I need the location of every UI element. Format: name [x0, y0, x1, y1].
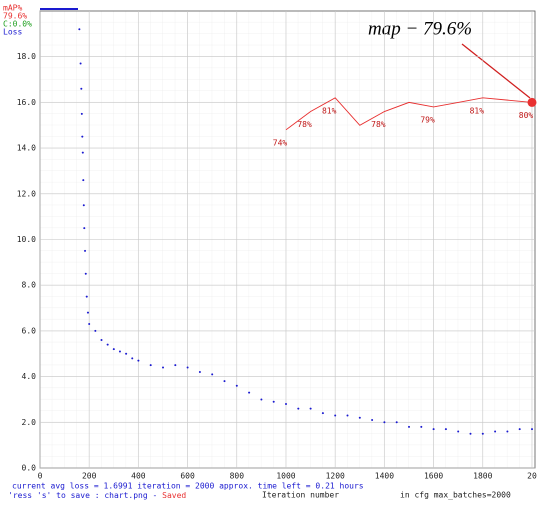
- x-tick-label: 1800: [473, 472, 492, 481]
- legend-loss: Loss: [3, 28, 22, 37]
- y-tick-label: 18.0: [17, 52, 36, 61]
- map-label: 81%: [322, 106, 337, 115]
- loss-point: [198, 371, 201, 374]
- x-tick-label: 0: [38, 472, 43, 481]
- x-tick-label: 1200: [326, 472, 345, 481]
- save-hint: 'ress 's' to save : chart.png - Saved: [8, 491, 186, 500]
- y-tick-label: 8.0: [22, 281, 37, 290]
- save-hint-text: 'ress 's' to save : chart.png -: [8, 491, 162, 500]
- x-tick-label: 1600: [424, 472, 443, 481]
- map-final-point: [527, 97, 537, 107]
- y-tick-label: 10.0: [17, 235, 36, 244]
- loss-point: [94, 329, 97, 332]
- annotation: map − 79.6%: [368, 18, 472, 39]
- loss-point: [82, 179, 85, 182]
- saved: Saved: [162, 491, 186, 500]
- loss-point: [86, 311, 89, 314]
- x-tick-label: 1000: [276, 472, 295, 481]
- map-label: 81%: [470, 106, 485, 115]
- loss-point: [420, 425, 423, 428]
- legend-map-value: 79.6%: [3, 12, 27, 21]
- annotation-arrow: [461, 43, 531, 99]
- map-label: 80%: [519, 111, 534, 120]
- status-line: current avg loss = 1.6991 iteration = 20…: [12, 482, 364, 491]
- loss-point: [174, 364, 177, 367]
- loss-point: [506, 430, 509, 433]
- loss-point: [118, 350, 121, 353]
- x-tick-label: 400: [131, 472, 146, 481]
- x-tick-label: 800: [230, 472, 245, 481]
- y-tick-label: 12.0: [17, 189, 36, 198]
- loss-point: [125, 352, 128, 355]
- loss-point: [518, 428, 521, 431]
- loss-point: [131, 357, 134, 360]
- loss-point: [469, 432, 472, 435]
- y-tick-label: 4.0: [22, 372, 37, 381]
- x-tick-label: 20: [527, 472, 537, 481]
- loss-point: [80, 87, 83, 90]
- y-tick-label: 14.0: [17, 144, 36, 153]
- x-axis-label: Iteration number: [262, 491, 339, 500]
- loss-point: [235, 384, 238, 387]
- max-batches: in cfg max_batches=2000: [400, 491, 511, 500]
- legend-c: C:0.0%: [3, 20, 32, 29]
- loss-point: [137, 359, 140, 362]
- loss-point: [186, 366, 189, 369]
- loss-point: [408, 425, 410, 428]
- y-tick-label: 16.0: [17, 98, 36, 107]
- legend-map: mAP%: [3, 4, 22, 13]
- map-label: 78%: [371, 120, 386, 129]
- loss-point: [321, 412, 324, 415]
- loss-point: [531, 428, 533, 431]
- loss-point: [371, 419, 374, 422]
- map-line: [285, 97, 533, 131]
- loss-point: [358, 416, 361, 419]
- map-label: 74%: [273, 138, 288, 147]
- loss-point: [223, 380, 226, 383]
- loss-point: [432, 428, 435, 431]
- loss-point: [260, 398, 263, 401]
- loss-point: [85, 295, 88, 298]
- loss-point: [81, 135, 84, 138]
- loss-point: [334, 414, 337, 417]
- loss-point: [88, 323, 91, 326]
- loss-point: [83, 227, 86, 230]
- map-label: 79%: [420, 115, 435, 124]
- y-tick-label: 0.0: [22, 464, 37, 473]
- loss-point: [383, 421, 386, 424]
- loss-point: [211, 373, 214, 376]
- map-label: 78%: [297, 120, 312, 129]
- x-tick-label: 1400: [375, 472, 394, 481]
- loss-point: [80, 112, 83, 115]
- loss-point: [149, 364, 152, 367]
- y-tick-label: 6.0: [22, 326, 37, 335]
- loss-point: [481, 432, 484, 435]
- loss-point: [106, 343, 109, 346]
- loss-point: [494, 430, 497, 433]
- x-tick-label: 600: [180, 472, 195, 481]
- loss-point: [395, 421, 398, 424]
- loss-point: [78, 28, 81, 31]
- loss-point: [112, 348, 115, 351]
- loss-point: [457, 430, 460, 433]
- x-tick-label: 200: [82, 472, 97, 481]
- loss-point: [81, 151, 84, 154]
- loss-point: [285, 403, 287, 406]
- loss-point: [100, 339, 103, 342]
- loss-point: [79, 62, 82, 65]
- loss-point: [272, 400, 275, 403]
- loss-point: [444, 428, 447, 431]
- y-tick-label: 2.0: [22, 418, 37, 427]
- loss-point: [346, 414, 349, 417]
- loss-point: [297, 407, 300, 410]
- loss-point: [84, 272, 87, 275]
- loss-point: [309, 407, 312, 410]
- loss-point: [84, 249, 87, 252]
- loss-point: [82, 204, 85, 207]
- loss-point: [248, 391, 251, 394]
- loss-point: [162, 366, 164, 369]
